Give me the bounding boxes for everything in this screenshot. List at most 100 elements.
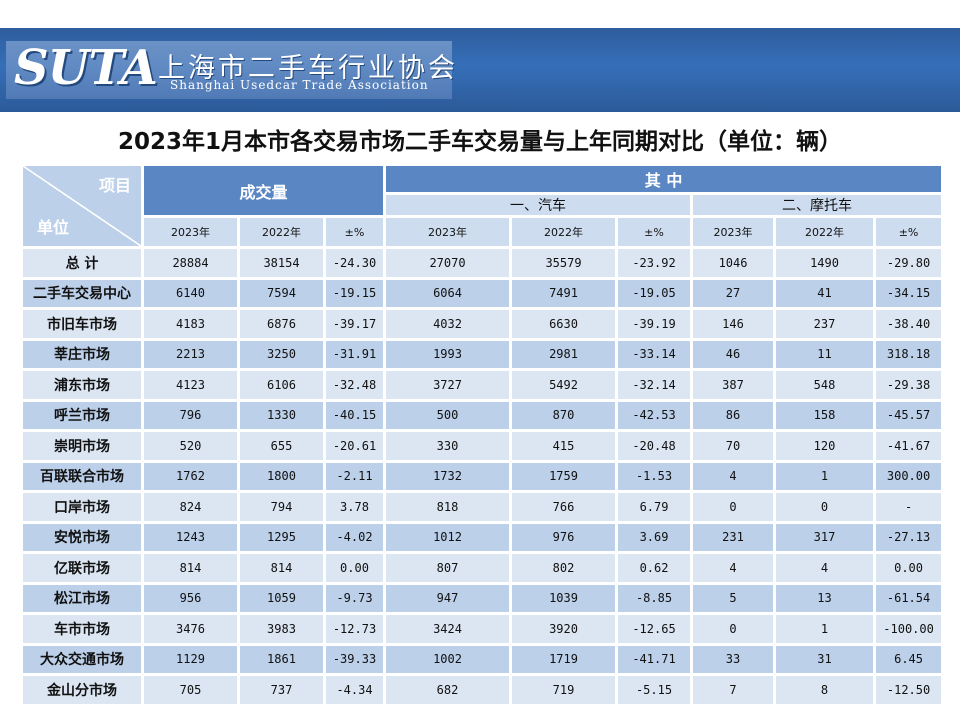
corner-item-label: 项目 <box>98 176 131 195</box>
table-cell: 548 <box>776 371 874 399</box>
table-cell: 146 <box>693 310 774 338</box>
table-cell: -39.19 <box>618 310 691 338</box>
table-cell: -9.73 <box>326 584 384 612</box>
table-cell: -38.40 <box>876 310 942 338</box>
table-cell: 796 <box>144 401 237 429</box>
table-row: 浦东市场 4123 6106 -32.48 3727 5492 -32.14 387 548 -2… <box>23 371 942 399</box>
table-cell: 31 <box>776 645 874 673</box>
column-header: ±% <box>326 218 384 246</box>
table-cell: 956 <box>144 584 237 612</box>
table-cell: 814 <box>144 554 237 582</box>
table-row: 车市市场 3476 3983 -12.73 3424 3920 -12.65 0 1 -100.0… <box>23 615 942 643</box>
table-row: 莘庄市场 2213 3250 -31.91 1993 2981 -33.14 46 11 318.… <box>23 340 942 368</box>
table-cell: 2213 <box>144 340 237 368</box>
table-cell: 1732 <box>386 462 510 490</box>
table-cell: 2981 <box>512 340 616 368</box>
table-cell: 0.00 <box>876 554 942 582</box>
table-cell: 802 <box>512 554 616 582</box>
row-label: 亿联市场 <box>23 554 141 582</box>
table-cell: 6630 <box>512 310 616 338</box>
table-cell: -61.54 <box>876 584 942 612</box>
table-cell: 1490 <box>776 249 874 277</box>
row-label: 崇明市场 <box>23 432 141 460</box>
column-header: ±% <box>876 218 942 246</box>
column-header: 2023年 <box>144 218 237 246</box>
table-cell: -39.33 <box>326 645 384 673</box>
table-cell: 794 <box>240 493 323 521</box>
table-cell: -19.05 <box>618 279 691 307</box>
column-header: 2022年 <box>240 218 323 246</box>
table-cell: 947 <box>386 584 510 612</box>
table-row: 崇明市场 520 655 -20.61 330 415 -20.48 70 120 -41.67 <box>23 432 942 460</box>
table-cell: 6064 <box>386 279 510 307</box>
subgroup-header-moto: 二、摩托车 <box>693 195 942 215</box>
table-cell: 3727 <box>386 371 510 399</box>
corner-unit-label: 单位 <box>37 218 70 237</box>
table-cell: 41 <box>776 279 874 307</box>
table-cell: -42.53 <box>618 401 691 429</box>
table-cell: -31.91 <box>326 340 384 368</box>
table-cell: 1 <box>776 615 874 643</box>
table-row: 呼兰市场 796 1330 -40.15 500 870 -42.53 86 158 -45.57 <box>23 401 942 429</box>
table-cell: 13 <box>776 584 874 612</box>
table-cell: 1129 <box>144 645 237 673</box>
table-row: 安悦市场 1243 1295 -4.02 1012 976 3.69 231 317 -27.13 <box>23 523 942 551</box>
table-cell: 1002 <box>386 645 510 673</box>
table-cell: 4 <box>776 554 874 582</box>
row-label: 莘庄市场 <box>23 340 141 368</box>
table-cell: 976 <box>512 523 616 551</box>
group-header-of-which: 其 中 <box>386 166 942 192</box>
table-cell: 330 <box>386 432 510 460</box>
table-cell: 237 <box>776 310 874 338</box>
row-label: 呼兰市场 <box>23 401 141 429</box>
page-title: 2023年1月本市各交易市场二手车交易量与上年同期对比（单位：辆） <box>117 129 843 155</box>
table-cell: 3983 <box>240 615 323 643</box>
table-row: 大众交通市场 1129 1861 -39.33 1002 1719 -41.71 33 31 6.… <box>23 645 942 673</box>
table-cell: -32.14 <box>618 371 691 399</box>
table-cell: 824 <box>144 493 237 521</box>
column-header: 2022年 <box>512 218 616 246</box>
table-cell: 682 <box>386 676 510 704</box>
table-cell: 4032 <box>386 310 510 338</box>
table-cell: 38154 <box>240 249 323 277</box>
table-cell: 6.79 <box>618 493 691 521</box>
table-cell: 3.69 <box>618 523 691 551</box>
table-cell: 705 <box>144 676 237 704</box>
row-label: 金山分市场 <box>23 676 141 704</box>
table-cell: 520 <box>144 432 237 460</box>
table-cell: -5.15 <box>618 676 691 704</box>
column-header: 2023年 <box>693 218 774 246</box>
table-cell: 719 <box>512 676 616 704</box>
table-cell: -34.15 <box>876 279 942 307</box>
table-cell: 4 <box>693 554 774 582</box>
table-cell: 6140 <box>144 279 237 307</box>
table-cell: 1 <box>776 462 874 490</box>
table-cell: 158 <box>776 401 874 429</box>
table-cell: -40.15 <box>326 401 384 429</box>
table-cell: 3.78 <box>326 493 384 521</box>
table-cell: 737 <box>240 676 323 704</box>
table-cell: 11 <box>776 340 874 368</box>
table-cell: 3424 <box>386 615 510 643</box>
table-cell: -23.92 <box>618 249 691 277</box>
row-label: 市旧车市场 <box>23 310 141 338</box>
table-cell: 5 <box>693 584 774 612</box>
table-cell: 318.18 <box>876 340 942 368</box>
table-cell: 6876 <box>240 310 323 338</box>
table-cell: 1861 <box>240 645 323 673</box>
table-cell: -29.38 <box>876 371 942 399</box>
table-cell: -27.13 <box>876 523 942 551</box>
table-cell: 818 <box>386 493 510 521</box>
table-cell: -12.65 <box>618 615 691 643</box>
table-row: 亿联市场 814 814 0.00 807 802 0.62 4 4 0.00 <box>23 554 942 582</box>
table-cell: 8 <box>776 676 874 704</box>
group-header-total: 成交量 <box>144 166 384 215</box>
table-cell: 4 <box>693 462 774 490</box>
table-cell: 7594 <box>240 279 323 307</box>
table-cell: 1012 <box>386 523 510 551</box>
table-row: 百联联合市场 1762 1800 -2.11 1732 1759 -1.53 4 1 300.00 <box>23 462 942 490</box>
table-cell: -12.50 <box>876 676 942 704</box>
table-cell: 4183 <box>144 310 237 338</box>
row-label: 大众交通市场 <box>23 645 141 673</box>
market-volume-table: 项目 单位 成交量 其 中 一、汽车 二、摩托车 2023年 2022年 ±% 202… <box>20 163 944 707</box>
